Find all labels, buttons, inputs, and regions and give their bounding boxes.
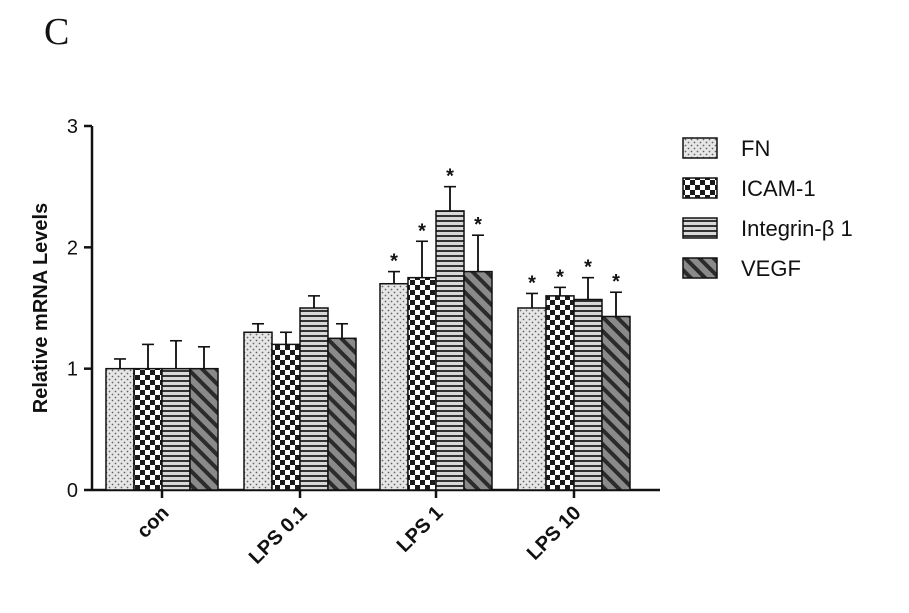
legend-label: ICAM-1 bbox=[741, 176, 816, 201]
x-category-label: con bbox=[133, 502, 174, 543]
bar-fn-con bbox=[105, 367, 135, 491]
bar-vegf-lps-10 bbox=[601, 315, 631, 491]
significance-star: * bbox=[612, 271, 620, 293]
significance-star: * bbox=[584, 257, 592, 279]
y-tick-label: 2 bbox=[67, 237, 78, 259]
significance-star: * bbox=[556, 266, 564, 288]
legend-label: Integrin-β 1 bbox=[741, 216, 853, 241]
bar-vegf-lps-1 bbox=[463, 270, 493, 491]
panel-label: C bbox=[44, 11, 70, 53]
y-ticks: 0 1 2 3 bbox=[67, 116, 92, 502]
x-category-label: LPS 1 bbox=[393, 502, 448, 557]
bar-vegf-con bbox=[189, 367, 219, 491]
legend-swatch bbox=[682, 257, 718, 279]
bar-integrin-1-lps-1 bbox=[435, 210, 465, 491]
significance-star: * bbox=[474, 214, 482, 236]
legend-swatch bbox=[682, 137, 718, 159]
significance-star: * bbox=[390, 251, 398, 273]
bar-vegf-lps-0-1 bbox=[327, 337, 357, 491]
bar-icam-1-con bbox=[133, 367, 163, 491]
bar-fn-lps-10 bbox=[517, 307, 547, 491]
bar-icam-1-lps-10 bbox=[545, 295, 575, 491]
bar-fn-lps-1 bbox=[379, 282, 409, 491]
legend-label: FN bbox=[741, 136, 770, 161]
x-category-label: LPS 0.1 bbox=[245, 502, 312, 569]
legend-label: VEGF bbox=[741, 256, 801, 281]
legend-swatch bbox=[682, 177, 718, 199]
y-axis-label: Relative mRNA Levels bbox=[30, 203, 52, 413]
bar-integrin-1-lps-10 bbox=[573, 298, 603, 491]
bar-fn-lps-0-1 bbox=[243, 331, 273, 491]
legend-swatch bbox=[682, 217, 718, 239]
legend: FN ICAM-1 Integrin-β 1 VEGF bbox=[682, 136, 853, 281]
significance-star: * bbox=[446, 166, 454, 188]
bar-integrin-1-lps-0-1 bbox=[299, 307, 329, 491]
y-tick-label: 1 bbox=[67, 359, 78, 381]
x-categories: con LPS 0.1 LPS 1 LPS 10 bbox=[133, 490, 586, 569]
x-category-label: LPS 10 bbox=[523, 502, 586, 565]
bars-group: * * * * * * * * bbox=[105, 166, 631, 491]
y-tick-label: 0 bbox=[67, 480, 78, 502]
y-tick-label: 3 bbox=[67, 116, 78, 138]
bar-icam-1-lps-1 bbox=[407, 276, 437, 491]
bar-integrin-1-con bbox=[161, 367, 191, 491]
significance-star: * bbox=[528, 272, 536, 294]
significance-star: * bbox=[418, 220, 426, 242]
bar-icam-1-lps-0-1 bbox=[271, 343, 301, 491]
